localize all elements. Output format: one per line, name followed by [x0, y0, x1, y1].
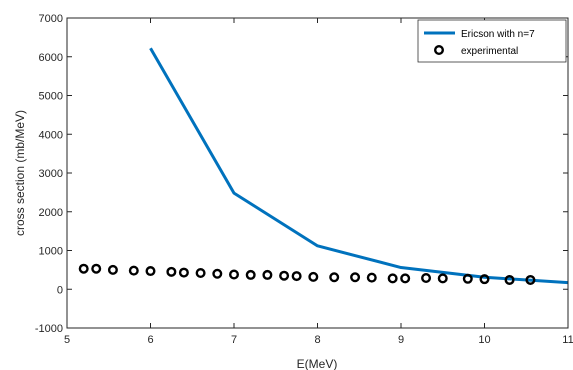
data-point-experimental	[504, 274, 515, 285]
x-tick-label: 6	[147, 334, 153, 346]
x-axis-label: E(MeV)	[297, 357, 338, 370]
data-point-experimental	[329, 272, 340, 283]
x-tick-label: 10	[478, 334, 490, 346]
data-point-experimental	[262, 269, 273, 280]
y-tick-label: 3000	[39, 168, 63, 180]
data-point-experimental	[387, 273, 398, 284]
data-point-experimental	[212, 268, 223, 279]
data-point-experimental	[366, 272, 377, 283]
series-layer	[78, 47, 569, 285]
x-tick-label: 9	[398, 334, 404, 346]
data-point-experimental	[128, 265, 139, 276]
data-point-experimental	[479, 274, 490, 285]
y-tick-label: 6000	[39, 52, 63, 64]
x-tick-label: 7	[231, 334, 237, 346]
x-tick-label: 11	[562, 334, 573, 346]
data-point-experimental	[400, 273, 411, 284]
data-point-experimental	[421, 273, 432, 284]
y-axis-label: cross section (mb/MeV)	[13, 110, 27, 236]
data-point-experimental	[437, 273, 448, 284]
data-point-experimental	[178, 267, 189, 278]
data-point-experimental	[107, 264, 118, 275]
legend-marker-sample	[434, 45, 445, 56]
axes: 5 6 7 8 9 10 11 -1000 0 1000 2000 3000 4000 5000 6000 7…	[35, 13, 573, 346]
data-point-experimental	[350, 272, 361, 283]
data-point-experimental	[166, 266, 177, 277]
legend-box	[417, 19, 567, 63]
plot-area	[67, 18, 568, 328]
data-point-experimental	[462, 273, 473, 284]
data-point-experimental	[525, 274, 536, 285]
data-point-experimental	[291, 271, 302, 282]
x-tick-label: 5	[64, 334, 70, 346]
data-point-experimental	[308, 271, 319, 282]
y-tick-label: 1000	[39, 246, 63, 258]
x-tick-label: 8	[314, 334, 320, 346]
y-tick-label: 0	[57, 284, 63, 296]
data-point-experimental	[195, 267, 206, 278]
data-point-experimental	[145, 266, 156, 277]
data-point-experimental	[78, 263, 89, 274]
y-tick-label: 7000	[39, 13, 63, 25]
y-tick-label: 4000	[39, 129, 63, 141]
data-point-experimental	[228, 269, 239, 280]
legend-label-experimental: experimental	[461, 46, 518, 57]
y-tick-label: -1000	[35, 323, 63, 335]
y-tick-label: 5000	[39, 91, 63, 103]
data-point-experimental	[91, 263, 102, 274]
legend-label-model: Ericson with n=7	[461, 29, 535, 40]
y-tick-label: 2000	[39, 207, 63, 219]
series-line-ericson	[149, 47, 569, 285]
plot-frame	[66, 17, 569, 329]
legend: Ericson with n=7 experimental	[417, 19, 567, 63]
data-point-experimental	[245, 269, 256, 280]
data-point-experimental	[279, 270, 290, 281]
